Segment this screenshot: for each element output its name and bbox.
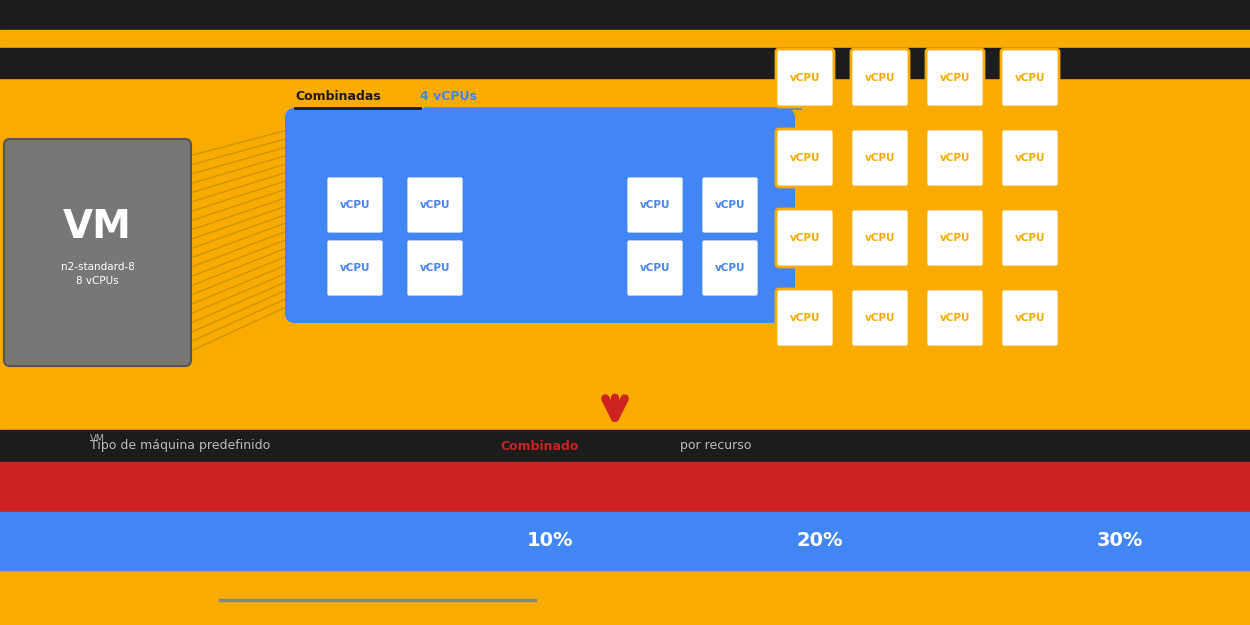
Text: vCPU: vCPU [1015, 233, 1045, 243]
FancyBboxPatch shape [1001, 289, 1059, 347]
FancyBboxPatch shape [926, 289, 984, 347]
FancyBboxPatch shape [626, 176, 684, 234]
FancyBboxPatch shape [851, 129, 909, 187]
FancyBboxPatch shape [776, 49, 834, 107]
FancyBboxPatch shape [776, 209, 834, 267]
FancyBboxPatch shape [406, 239, 464, 297]
Text: vCPU: vCPU [865, 233, 895, 243]
Text: vCPU: vCPU [940, 313, 970, 323]
FancyBboxPatch shape [851, 289, 909, 347]
FancyBboxPatch shape [626, 239, 684, 297]
Bar [0, 512, 1250, 570]
Text: n2-standard-8: n2-standard-8 [60, 262, 135, 272]
FancyBboxPatch shape [851, 209, 909, 267]
Text: vCPU: vCPU [790, 153, 820, 163]
Text: vCPU: vCPU [865, 73, 895, 83]
Text: vCPU: vCPU [790, 233, 820, 243]
Text: 10%: 10% [1096, 591, 1144, 609]
Text: vCPU: vCPU [940, 153, 970, 163]
Text: vCPU: vCPU [1015, 153, 1045, 163]
FancyBboxPatch shape [701, 239, 759, 297]
Text: Combinadas: Combinadas [295, 90, 381, 103]
Text: vCPU: vCPU [940, 233, 970, 243]
FancyBboxPatch shape [285, 108, 795, 323]
Text: vCPU: vCPU [715, 200, 745, 210]
Text: vCPU: vCPU [420, 263, 450, 273]
FancyBboxPatch shape [926, 129, 984, 187]
Text: vCPU: vCPU [1015, 73, 1045, 83]
Bar [0, 0, 1250, 30]
FancyBboxPatch shape [1001, 129, 1059, 187]
Text: vCPU: vCPU [1015, 313, 1045, 323]
FancyBboxPatch shape [851, 49, 909, 107]
FancyBboxPatch shape [776, 129, 834, 187]
FancyBboxPatch shape [701, 176, 759, 234]
Text: vCPU: vCPU [640, 263, 670, 273]
FancyBboxPatch shape [406, 176, 464, 234]
Text: vCPU: vCPU [420, 200, 450, 210]
Text: vCPU: vCPU [715, 263, 745, 273]
Bar [0, 430, 1250, 462]
Text: vCPU: vCPU [940, 73, 970, 83]
Text: Tipo de máquina predefinido: Tipo de máquina predefinido [90, 439, 270, 452]
FancyBboxPatch shape [326, 239, 384, 297]
Text: vCPU: vCPU [865, 153, 895, 163]
FancyBboxPatch shape [926, 209, 984, 267]
Text: Combinado: Combinado [501, 439, 579, 452]
FancyBboxPatch shape [1001, 49, 1059, 107]
Text: vCPU: vCPU [640, 200, 670, 210]
Text: 20%: 20% [796, 531, 844, 551]
Text: VM: VM [90, 434, 105, 444]
FancyBboxPatch shape [926, 49, 984, 107]
Text: 8 vCPUs: 8 vCPUs [76, 276, 119, 286]
Text: vCPU: vCPU [340, 263, 370, 273]
FancyBboxPatch shape [1001, 209, 1059, 267]
Bar [0, 30, 1250, 48]
Bar [0, 48, 1250, 78]
Text: vCPU: vCPU [865, 313, 895, 323]
Bar [0, 462, 1250, 512]
Text: 4 vCPUs: 4 vCPUs [420, 90, 478, 103]
FancyBboxPatch shape [4, 139, 191, 366]
FancyBboxPatch shape [776, 289, 834, 347]
Text: vCPU: vCPU [340, 200, 370, 210]
Text: vCPU: vCPU [790, 73, 820, 83]
Text: 10%: 10% [526, 531, 574, 551]
FancyBboxPatch shape [326, 176, 384, 234]
Text: VM: VM [62, 209, 132, 246]
Text: vCPU: vCPU [790, 313, 820, 323]
Text: 30%: 30% [1096, 531, 1144, 551]
Text: por recurso: por recurso [680, 439, 751, 452]
